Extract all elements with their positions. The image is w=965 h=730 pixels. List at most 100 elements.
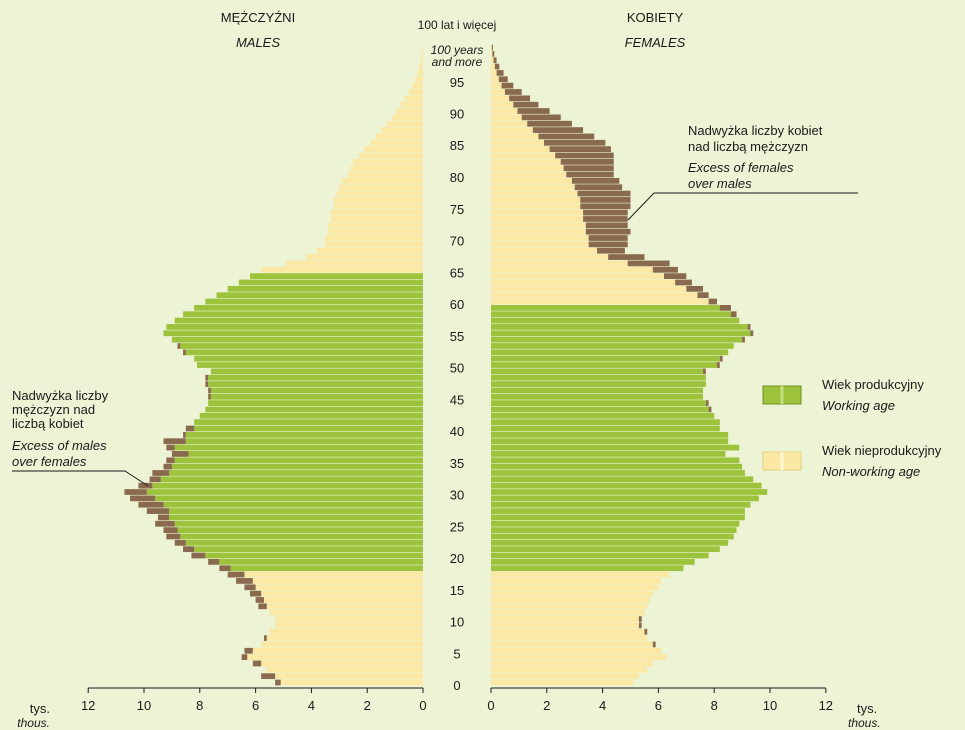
male-excess-bar-age-27 (146, 508, 170, 514)
female-bar-age-51 (491, 355, 720, 362)
male-bar-age-87 (381, 127, 423, 133)
female-excess-bar-age-96 (496, 70, 504, 76)
female-bar-age-10 (491, 616, 639, 622)
male-bar-age-71 (328, 228, 423, 235)
female-x-tick-label: 4 (599, 698, 606, 713)
legend-nonworking-pl: Wiek nieprodukcyjny (822, 443, 942, 458)
male-bar-age-25 (174, 520, 423, 527)
female-bar-age-50 (491, 362, 717, 368)
female-bar-age-95 (491, 76, 499, 83)
female-excess-bar-age-89 (521, 114, 561, 121)
male-x-tick-label: 12 (81, 698, 95, 713)
male-bar-age-35 (174, 457, 423, 464)
female-bar-age-97 (491, 63, 495, 70)
legend-working-en: Working age (822, 398, 895, 413)
annotation-females-excess-en-2: over males (688, 176, 752, 191)
male-bar-age-4 (247, 654, 423, 660)
male-bar-age-85 (369, 139, 423, 146)
male-bar-age-16 (252, 578, 423, 584)
annotation-males-excess-pl-2: mężczyzn nad (12, 402, 95, 417)
female-x-tick-label: 6 (655, 698, 662, 713)
male-excess-bar-age-33 (152, 470, 170, 476)
male-bar-age-9 (275, 622, 423, 629)
male-bar-age-13 (263, 597, 423, 603)
male-bars (124, 44, 424, 686)
female-bar-age-80 (491, 171, 567, 178)
female-bar-age-48 (491, 374, 706, 381)
male-bar-age-19 (219, 559, 423, 565)
male-excess-bar-age-12 (258, 603, 267, 610)
female-excess-bar-age-80 (566, 171, 614, 178)
male-excess-bar-age-14 (250, 590, 262, 597)
male-bar-age-10 (275, 616, 423, 622)
male-bar-age-24 (177, 527, 423, 533)
female-excess-bar-age-77 (577, 190, 631, 197)
legend: Wiek produkcyjny Working age Wiek niepro… (762, 377, 942, 479)
male-excess-bar-age-53 (177, 343, 181, 349)
male-bar-age-18 (230, 565, 423, 572)
male-bar-age-8 (269, 628, 423, 635)
male-bar-age-92 (404, 95, 423, 102)
age-tick-label: 75 (450, 202, 464, 217)
male-bar-age-44 (208, 400, 423, 406)
male-excess-bar-age-19 (208, 559, 220, 565)
female-excess-bar-age-92 (509, 95, 531, 102)
annotation-males-excess-pl-3: liczbą kobiet (12, 416, 84, 431)
male-bar-age-69 (325, 241, 423, 248)
female-bar-age-31 (491, 482, 762, 489)
female-excess-bar-age-56 (747, 324, 751, 330)
male-excess-bar-age-29 (130, 495, 156, 502)
age-tick-label: 60 (450, 297, 464, 312)
female-bar-age-7 (491, 635, 648, 641)
male-excess-bar-age-23 (166, 533, 181, 540)
male-bar-age-46 (210, 387, 423, 394)
female-bar-age-21 (491, 546, 720, 553)
female-bar-age-29 (491, 495, 759, 502)
male-bar-age-67 (305, 254, 423, 260)
female-bar-age-41 (491, 419, 720, 426)
male-excess-bar-age-39 (183, 432, 186, 438)
female-bar-age-58 (491, 311, 731, 318)
male-bar-age-94 (412, 82, 423, 89)
female-bar-age-28 (491, 501, 751, 508)
female-x-tick-label: 12 (819, 698, 833, 713)
female-bar-age-38 (491, 438, 729, 445)
male-bar-age-26 (169, 514, 423, 521)
male-bar-age-78 (339, 184, 423, 191)
male-excess-bar-age-35 (166, 457, 175, 464)
male-bar-age-76 (333, 197, 423, 203)
male-excess-bar-age-45 (208, 393, 211, 400)
annotation-males-excess-pl-1: Nadwyżka liczby (12, 388, 109, 403)
males-heading-en: MALES (236, 35, 280, 50)
male-bar-age-0 (280, 679, 423, 686)
female-bar-age-42 (491, 412, 715, 419)
female-bar-age-46 (491, 387, 704, 394)
male-excess-bar-age-52 (183, 349, 186, 356)
female-bar-age-96 (491, 70, 497, 76)
male-bar-age-15 (255, 584, 423, 591)
female-bar-age-75 (491, 203, 581, 210)
female-bar-age-62 (491, 285, 687, 292)
male-excess-bar-age-18 (219, 565, 231, 572)
male-excess-bar-age-38 (163, 438, 186, 445)
female-bar-age-32 (491, 476, 754, 483)
male-bar-age-83 (358, 152, 423, 159)
female-excess-bar-age-82 (560, 158, 614, 165)
female-bar-age-23 (491, 533, 734, 540)
male-x-tick-label: 10 (137, 698, 151, 713)
male-bar-age-38 (185, 438, 423, 445)
female-excess-bar-age-81 (563, 165, 614, 172)
male-excess-bar-age-46 (208, 387, 211, 394)
male-bar-age-43 (205, 406, 423, 413)
female-bar-age-100 (491, 44, 492, 51)
male-bar-age-88 (386, 120, 423, 127)
female-excess-bar-age-91 (513, 101, 539, 108)
age-tick-label: 35 (450, 456, 464, 471)
female-x-tick-label: 2 (543, 698, 550, 713)
male-bar-age-57 (174, 317, 423, 324)
female-bar-age-14 (491, 590, 653, 597)
female-bar-age-64 (491, 273, 664, 279)
female-bar-age-11 (491, 609, 645, 616)
male-bar-age-52 (185, 349, 423, 356)
female-bar-age-30 (491, 489, 768, 495)
